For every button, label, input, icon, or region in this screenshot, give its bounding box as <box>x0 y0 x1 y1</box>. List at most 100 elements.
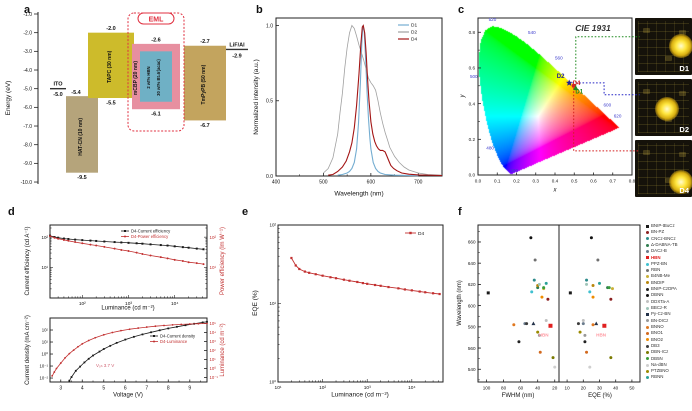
legend-item-DB5N: DB5N <box>646 356 692 362</box>
legend-item-DB3: DB3 <box>646 343 692 349</box>
svg-text:10²: 10² <box>42 328 49 333</box>
legend-marker-icon <box>646 224 649 228</box>
svg-text:30: 30 <box>597 386 603 391</box>
svg-text:0.0: 0.0 <box>266 174 273 180</box>
svg-text:10³: 10³ <box>125 301 132 307</box>
svg-text:0.3: 0.3 <box>533 179 540 184</box>
svg-text:620: 620 <box>468 282 476 287</box>
svg-text:10²: 10² <box>79 301 86 307</box>
svg-text:-1.0: -1.0 <box>23 12 32 18</box>
svg-text:0.0: 0.0 <box>475 179 482 184</box>
svg-text:10⁴: 10⁴ <box>408 385 415 391</box>
svg-text:x: x <box>553 188 558 194</box>
svg-text:-5.5: -5.5 <box>106 101 115 107</box>
svg-text:10¹: 10¹ <box>210 357 217 362</box>
svg-text:10: 10 <box>565 386 571 391</box>
legend-item-DDXTa-A: DDXTa-A <box>646 299 692 305</box>
svg-text:D4-Current density: D4-Current density <box>160 334 196 339</box>
legend-marker-icon <box>646 369 649 373</box>
svg-text:-3.0: -3.0 <box>23 49 32 55</box>
svg-text:10¹: 10¹ <box>41 265 48 270</box>
legend-marker-icon <box>646 338 649 342</box>
svg-text:0.6: 0.6 <box>590 179 597 184</box>
svg-text:-5.0: -5.0 <box>23 86 32 92</box>
device-photo-D4: D4 <box>635 140 692 197</box>
legend-marker-icon <box>646 294 649 298</box>
svg-text:-9.5: -9.5 <box>77 175 86 181</box>
svg-text:600: 600 <box>468 303 476 308</box>
svg-text:540: 540 <box>468 367 476 372</box>
legend-label: BNDIP <box>651 279 665 285</box>
svg-text:Normalized intensity (a.u.): Normalized intensity (a.u.) <box>253 59 260 135</box>
svg-text:30 wt% Bt₂Ir(acac): 30 wt% Bt₂Ir(acac) <box>156 59 161 96</box>
svg-text:60: 60 <box>518 386 524 391</box>
svg-text:HBN: HBN <box>596 332 607 337</box>
legend-label: DB3 <box>651 342 660 348</box>
svg-text:D1: D1 <box>411 23 417 29</box>
svg-text:D4: D4 <box>418 231 424 237</box>
legend-marker-icon <box>646 376 649 380</box>
svg-text:0.0: 0.0 <box>469 173 476 178</box>
svg-text:80: 80 <box>501 386 507 391</box>
svg-text:Wavelength (nm): Wavelength (nm) <box>457 280 463 325</box>
svg-text:480: 480 <box>486 146 494 151</box>
legend-item-CNCz-BNCz: CNCz-BNCz <box>646 236 692 242</box>
legend-item-Na-dBN: Na-dBN <box>646 362 692 368</box>
svg-text:10¹: 10¹ <box>210 265 217 270</box>
svg-text:600: 600 <box>604 102 612 107</box>
legend-item-RBN: RBN <box>646 267 692 273</box>
legend-item-Py-Cz-BN: Py-Cz-BN <box>646 311 692 317</box>
svg-text:D2: D2 <box>411 30 417 36</box>
legend-marker-icon <box>646 230 649 234</box>
svg-text:D4: D4 <box>411 37 417 43</box>
svg-text:HBN: HBN <box>539 332 550 337</box>
svg-text:7: 7 <box>145 386 148 392</box>
svg-text:0.5: 0.5 <box>571 179 578 184</box>
svg-text:10⁵: 10⁵ <box>210 321 217 326</box>
svg-text:EML: EML <box>149 16 165 23</box>
svg-text:-9.0: -9.0 <box>23 161 32 167</box>
legend-label: HBN <box>651 254 661 260</box>
legend-item-DACz-B: DACz-B <box>646 248 692 254</box>
svg-text:50: 50 <box>629 386 635 391</box>
legend-item-HBN: HBN <box>646 255 692 261</box>
svg-text:10⁻¹: 10⁻¹ <box>210 375 219 380</box>
legend-marker-icon <box>646 243 649 247</box>
legend-item-BNIP-CzDPA: BNIP-CzDPA <box>646 286 692 292</box>
svg-text:3: 3 <box>59 386 62 392</box>
svg-text:-5.0: -5.0 <box>53 92 62 98</box>
svg-text:0.5: 0.5 <box>266 99 273 105</box>
svg-text:D1: D1 <box>575 90 583 96</box>
svg-text:9: 9 <box>188 386 191 392</box>
svg-text:-6.0: -6.0 <box>23 105 32 111</box>
svg-text:10³: 10³ <box>210 339 217 344</box>
legend-item-BNO2: BNO2 <box>646 337 692 343</box>
legend-label: DBN-ICz <box>651 349 669 355</box>
legend-label: BN-DICz <box>651 317 669 323</box>
panel-label-d: d <box>8 206 15 218</box>
legend-label: BBCz-R <box>651 305 667 311</box>
svg-text:D4-Current efficiency: D4-Current efficiency <box>131 229 171 234</box>
svg-text:560: 560 <box>555 55 563 60</box>
legend-label: PTZBNO <box>651 368 669 374</box>
legend-marker-icon <box>646 331 649 335</box>
svg-text:8: 8 <box>167 386 170 392</box>
legend-marker-icon <box>646 325 649 329</box>
svg-text:10²: 10² <box>210 235 217 240</box>
svg-text:20: 20 <box>552 386 558 391</box>
svg-text:40: 40 <box>613 386 619 391</box>
legend-item-PTZBNO: PTZBNO <box>646 368 692 374</box>
legend-marker-icon <box>646 281 649 285</box>
svg-text:Energy (eV): Energy (eV) <box>5 81 12 116</box>
svg-text:0.2: 0.2 <box>513 179 520 184</box>
svg-text:500: 500 <box>470 74 478 79</box>
legend-item-BNNO: BNNO <box>646 324 692 330</box>
svg-text:-6.1: -6.1 <box>151 112 160 118</box>
panel-f-benchmark-scatter: 540 560 580 600 620 640 660 100 80 60 40 20 10 20 30 40… <box>457 224 641 399</box>
svg-text:-8.0: -8.0 <box>23 142 32 148</box>
svg-text:10¹: 10¹ <box>42 340 49 345</box>
svg-text:D4: D4 <box>573 81 581 87</box>
legend-item-BNO1: BNO1 <box>646 330 692 336</box>
